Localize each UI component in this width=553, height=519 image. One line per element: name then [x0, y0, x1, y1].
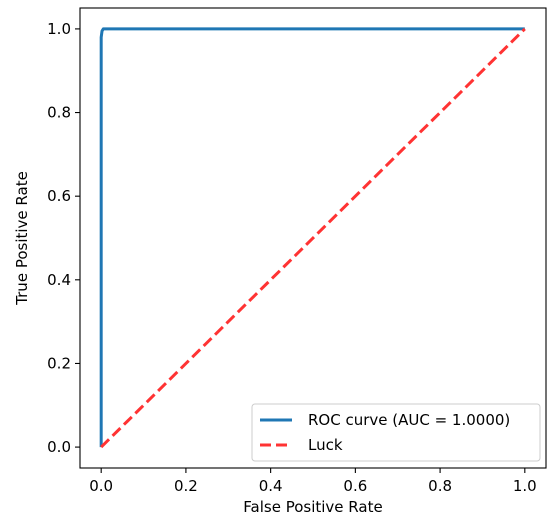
x-tick-label: 1.0 [513, 477, 537, 495]
legend-label-luck: Luck [308, 436, 343, 454]
y-tick-label: 0.0 [47, 438, 71, 456]
ticks-layer: 0.0 0.2 0.4 0.6 0.8 1.0 0.0 0.2 0.4 0.6 0.8 1.0 [47, 20, 537, 495]
x-axis-label: False Positive Rate [243, 498, 382, 516]
x-tick-label: 0.2 [174, 477, 198, 495]
legend-box [251, 403, 541, 462]
x-tick-label: 0.8 [428, 477, 452, 495]
y-tick-label: 0.8 [47, 104, 71, 122]
series-line-roc-curve [99, 27, 525, 448]
y-axis-label: True Positive Rate [13, 171, 31, 306]
series-layer [99, 27, 526, 449]
x-tick-label: 0.4 [259, 477, 283, 495]
y-tick-label: 0.6 [47, 187, 71, 205]
y-tick-label: 1.0 [47, 20, 71, 38]
y-tick-label: 0.4 [47, 271, 71, 289]
series-line-luck [100, 27, 526, 449]
legend: ROC curve (AUC = 1.0000) Luck [251, 403, 541, 462]
x-tick-label: 0.0 [89, 477, 113, 495]
legend-label-roc-curve: ROC curve (AUC = 1.0000) [308, 411, 510, 429]
plot-frame [79, 7, 547, 469]
x-tick-label: 0.6 [343, 477, 367, 495]
y-tick-label: 0.2 [47, 354, 71, 372]
